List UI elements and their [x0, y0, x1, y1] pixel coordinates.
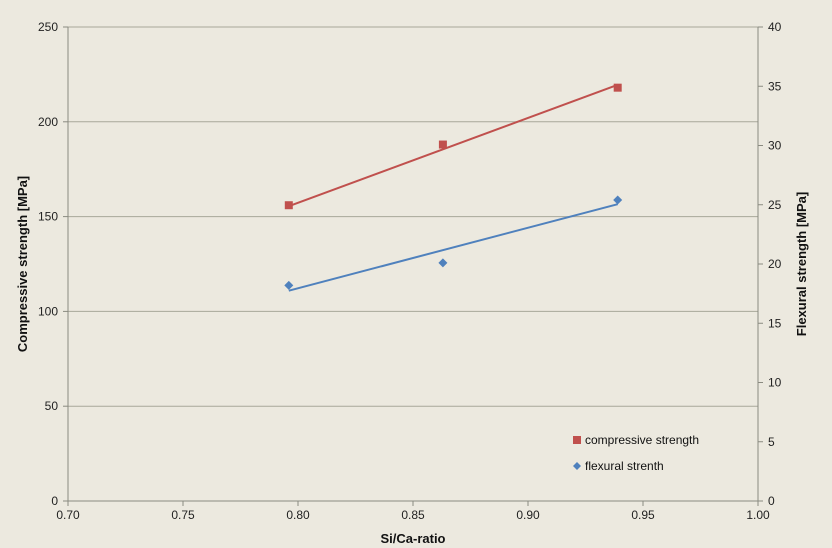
y-tick-label: 50 [45, 399, 59, 413]
x-tick-label: 1.00 [746, 508, 770, 522]
y2-tick-label: 25 [768, 198, 782, 212]
legend-marker-compressive [573, 436, 581, 444]
y2-tick-label: 5 [768, 435, 775, 449]
y-tick-label: 100 [38, 304, 58, 318]
legend-item-flexural: flexural strenth [573, 459, 664, 473]
compressive-trendline [288, 83, 619, 208]
y-tick-label: 0 [51, 494, 58, 508]
legend-marker-flexural [573, 462, 581, 470]
compressive-data-point [438, 140, 447, 149]
y2-tick-label: 40 [768, 20, 782, 34]
y-tick-labels: 0 50 100 150 200 250 [38, 20, 58, 508]
gridlines [68, 26, 758, 407]
x-tick-label: 0.70 [56, 508, 80, 522]
compressive-data-point [284, 201, 293, 210]
y-tick-label: 200 [38, 115, 58, 129]
flexural-data-point [284, 280, 294, 290]
x-axis-title: Si/Ca-ratio [380, 531, 445, 546]
flexural-data-point [613, 195, 623, 205]
y2-tick-label: 10 [768, 376, 782, 390]
x-tick-labels: 0.70 0.75 0.80 0.85 0.90 0.95 1.00 [56, 508, 770, 522]
compressive-data-point [613, 83, 622, 92]
x-tick-label: 0.80 [286, 508, 310, 522]
y2-tick-label: 30 [768, 139, 782, 153]
legend-label-flexural: flexural strenth [585, 459, 664, 473]
y2-tick-label: 15 [768, 316, 782, 330]
x-tick-label: 0.95 [631, 508, 655, 522]
legend-item-compressive: compressive strength [573, 433, 699, 447]
x-tick-label: 0.75 [171, 508, 195, 522]
y-axis-title: Compressive strength [MPa] [15, 176, 30, 352]
x-tick-label: 0.85 [401, 508, 425, 522]
y-tick-label: 250 [38, 20, 58, 34]
y2-tick-label: 20 [768, 257, 782, 271]
series-group [284, 83, 623, 292]
y2-axis-title: Flexural strength [MPa] [794, 192, 809, 336]
y2-tick-label: 35 [768, 79, 782, 93]
axes [63, 26, 763, 506]
y2-tick-labels: 0 5 10 15 20 25 30 35 40 [768, 20, 782, 508]
plot-area [68, 27, 758, 501]
y-tick-label: 150 [38, 210, 58, 224]
flexural-trendline [288, 203, 618, 292]
flexural-data-point [438, 258, 448, 268]
y2-tick-label: 0 [768, 494, 775, 508]
legend: compressive strength flexural strenth [573, 433, 699, 473]
legend-label-compressive: compressive strength [585, 433, 699, 447]
x-tick-label: 0.90 [516, 508, 540, 522]
